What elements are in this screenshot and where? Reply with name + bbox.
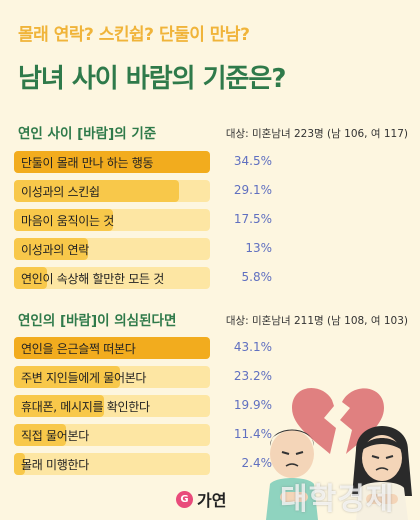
bar-row: 휴대폰, 메시지를 확인한다 19.9%: [14, 395, 272, 417]
bar: [14, 267, 47, 289]
bar: [14, 180, 179, 202]
bar-track: [14, 424, 210, 446]
bar-value-label: 19.9%: [233, 398, 272, 412]
bar-track: [14, 267, 210, 289]
bar-track: [14, 209, 210, 231]
brand-logo: G 가연: [176, 487, 226, 511]
bar-label: 몰래 미행한다: [21, 458, 89, 472]
bar-value-label: 29.1%: [233, 183, 272, 197]
woman-figure: [352, 426, 412, 520]
bar-value-label: 11.4%: [233, 427, 272, 441]
watermark: 대학경제: [280, 482, 395, 517]
bar-label: 마음이 움직이는 것: [21, 214, 114, 228]
bar-track: [14, 395, 210, 417]
bar-row: 몰래 미행한다 2.4%: [14, 453, 272, 475]
subtitle: 몰래 연락? 스킨쉽? 단둘이 만남?: [18, 25, 250, 45]
bar-track: [14, 366, 210, 388]
bar-track: [14, 453, 210, 475]
bar: [14, 366, 120, 388]
bar-value-label: 17.5%: [233, 212, 272, 226]
bar-label: 주변 지인들에게 물어본다: [21, 371, 147, 385]
bar: [14, 151, 210, 173]
man-figure: [266, 429, 318, 520]
bar-row: 연인이 속상해 할만한 모든 것 5.8%: [14, 267, 272, 289]
logo-text: 가연: [197, 491, 227, 510]
bar-label: 휴대폰, 메시지를 확인한다: [21, 400, 150, 414]
page-title: 남녀 사이 바람의 기준은?: [18, 64, 286, 94]
bar: [14, 238, 88, 260]
bar-row: 단둘이 몰래 만나 하는 행동 34.5%: [14, 151, 272, 173]
bar-row: 연인을 은근슬쩍 떠본다 43.1%: [14, 337, 272, 359]
bar: [14, 337, 210, 359]
bar: [14, 209, 113, 231]
bar-row: 이성과의 연락 13%: [14, 238, 272, 260]
bar: [14, 395, 104, 417]
section-2-title: 연인의 [바람]이 의심된다면: [18, 313, 177, 329]
bar-row: 이성과의 스킨쉽 29.1%: [14, 180, 272, 202]
bar-label: 이성과의 스킨쉽: [21, 185, 100, 199]
bar-track: [14, 337, 210, 359]
bar-label: 직접 물어본다: [21, 429, 89, 443]
couple-illustration: [266, 388, 412, 520]
section-2-sample-note: 대상: 미혼남녀 211명 (남 108, 여 103): [225, 315, 408, 327]
bar-value-label: 5.8%: [241, 270, 273, 284]
bar-row: 마음이 움직이는 것 17.5%: [14, 209, 272, 231]
bar-value-label: 13%: [245, 241, 272, 255]
bar: [14, 453, 25, 475]
bar-track: [14, 151, 210, 173]
bar: [14, 424, 66, 446]
bar-label: 연인을 은근슬쩍 떠본다: [21, 342, 136, 356]
bar-label: 단둘이 몰래 만나 하는 행동: [21, 156, 154, 170]
logo-mark-icon: G: [176, 490, 193, 508]
bar-value-label: 23.2%: [233, 369, 272, 383]
section-1-sample-note: 대상: 미혼남녀 223명 (남 106, 여 117): [225, 128, 408, 140]
bar-value-label: 43.1%: [233, 340, 272, 354]
bar-track: [14, 180, 210, 202]
bar-value-label: 34.5%: [233, 154, 272, 168]
bar-label: 이성과의 연락: [21, 243, 89, 257]
section-1-title: 연인 사이 [바람]의 기준: [18, 126, 157, 142]
bar-track: [14, 238, 210, 260]
bar-label: 연인이 속상해 할만한 모든 것: [21, 272, 164, 286]
broken-heart-icon: [292, 388, 384, 454]
bar-row: 직접 물어본다 11.4%: [14, 424, 272, 446]
bar-value-label: 2.4%: [241, 456, 273, 470]
bar-row: 주변 지인들에게 물어본다 23.2%: [14, 366, 272, 388]
